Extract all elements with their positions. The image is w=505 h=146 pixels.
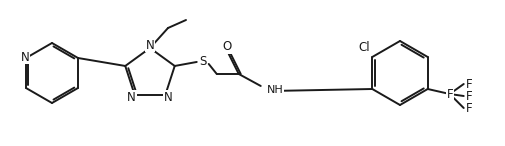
Text: NH: NH [266, 85, 283, 95]
Text: S: S [198, 55, 206, 68]
Text: F: F [445, 87, 452, 100]
Text: F: F [465, 101, 471, 114]
Text: O: O [222, 40, 231, 53]
Text: N: N [164, 91, 172, 104]
Text: F: F [465, 89, 471, 102]
Text: N: N [145, 39, 154, 52]
Text: N: N [21, 51, 29, 64]
Text: N: N [127, 91, 136, 104]
Text: Cl: Cl [358, 40, 369, 53]
Text: F: F [465, 78, 471, 91]
